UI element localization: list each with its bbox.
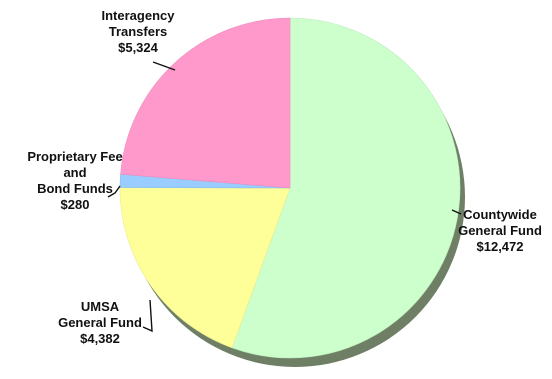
- slice-value-label: $5,324: [118, 40, 159, 55]
- leader-lines: [107, 61, 462, 333]
- pie-slice-interagency-transfers: [120, 17, 291, 189]
- slice-name-label: and: [63, 165, 86, 180]
- slice-value-label: $4,382: [80, 331, 120, 346]
- slice-value-label: $280: [61, 197, 90, 212]
- slice-name-label: General Fund: [458, 223, 542, 238]
- slice-label-countywide-general-fund: Countywide General Fund $12,472: [458, 207, 542, 254]
- slice-label-interagency-transfers: Interagency Transfers $5,324: [102, 8, 176, 55]
- slice-name-label: Interagency: [102, 8, 176, 23]
- pie-slice-umsa-general-fund: [119, 187, 291, 349]
- slice-name-label: Transfers: [109, 24, 168, 39]
- slice-name-label: Bond Funds: [37, 181, 113, 196]
- leader-line-countywide-general-fund: [451, 209, 462, 215]
- slice-value-label: $12,472: [477, 239, 524, 254]
- slice-name-label: General Fund: [58, 315, 142, 330]
- slice-label-proprietary-fee-and-bond-funds: Proprietary Fee and Bond Funds $280: [27, 149, 122, 212]
- pie-slices: [119, 17, 461, 359]
- slice-name-label: Countywide: [463, 207, 537, 222]
- pie-slice-countywide-general-fund: [231, 17, 461, 359]
- leader-line-proprietary-fee-and-bond-funds: [107, 185, 121, 198]
- slice-name-label: UMSA: [81, 299, 120, 314]
- slice-label-umsa-general-fund: UMSA General Fund $4,382: [58, 299, 142, 346]
- leader-line-interagency-transfers: [152, 61, 176, 71]
- slice-name-label: Proprietary Fee: [27, 149, 122, 164]
- leader-line-umsa-general-fund: [142, 299, 153, 333]
